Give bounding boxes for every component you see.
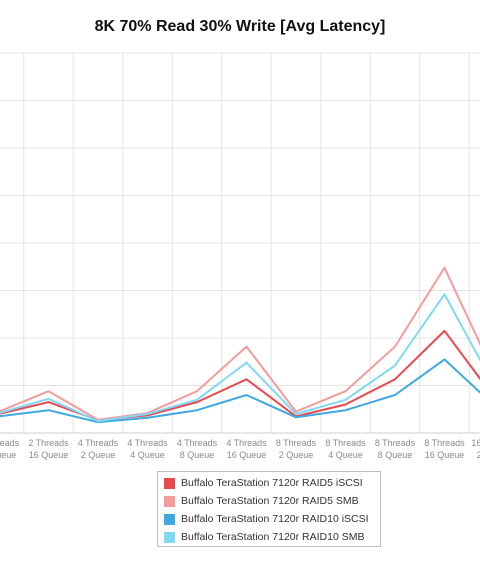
series-lines — [0, 266, 480, 424]
x-tick-label: 8 Threads 8 Queue — [375, 438, 416, 460]
legend-item-raid5-iscsi[interactable]: Buffalo TeraStation 7120r RAID5 iSCSI — [164, 474, 374, 492]
x-tick-label: 8 Threads 2 Queue — [276, 438, 317, 460]
grid — [0, 52, 480, 434]
legend-swatch — [164, 477, 175, 489]
legend-swatch — [164, 531, 175, 543]
legend-label: Buffalo TeraStation 7120r RAID5 SMB — [181, 495, 359, 507]
legend: Buffalo TeraStation 7120r RAID5 iSCSI Bu… — [157, 471, 381, 547]
legend-label: Buffalo TeraStation 7120r RAID5 iSCSI — [181, 477, 363, 489]
legend-swatch — [164, 495, 175, 507]
legend-label: Buffalo TeraStation 7120r RAID10 SMB — [181, 531, 365, 543]
series-line-1 — [0, 266, 480, 421]
x-tick-label: 8 Threads 16 Queue — [424, 438, 465, 460]
series-line-3 — [0, 293, 480, 423]
legend-item-raid10-iscsi[interactable]: Buffalo TeraStation 7120r RAID10 iSCSI — [164, 510, 374, 528]
legend-item-raid10-smb[interactable]: Buffalo TeraStation 7120r RAID10 SMB — [164, 528, 374, 546]
x-tick-label: 4 Threads 16 Queue — [226, 438, 267, 460]
x-tick-label: 8 Threads 4 Queue — [325, 438, 366, 460]
series-line-2 — [0, 358, 480, 424]
x-tick-label: 4 Threads 2 Queue — [78, 438, 119, 460]
legend-swatch — [164, 513, 175, 525]
legend-label: Buffalo TeraStation 7120r RAID10 iSCSI — [181, 513, 369, 525]
x-tick-label: 4 Threads 4 Queue — [127, 438, 168, 460]
series-line-0 — [0, 329, 480, 422]
x-tick-label: 4 Threads 8 Queue — [177, 438, 218, 460]
x-tick-label: 2 Threads 16 Queue — [28, 438, 69, 460]
legend-item-raid5-smb[interactable]: Buffalo TeraStation 7120r RAID5 SMB — [164, 492, 374, 510]
chart-title: 8K 70% Read 30% Write [Avg Latency] — [94, 18, 386, 35]
